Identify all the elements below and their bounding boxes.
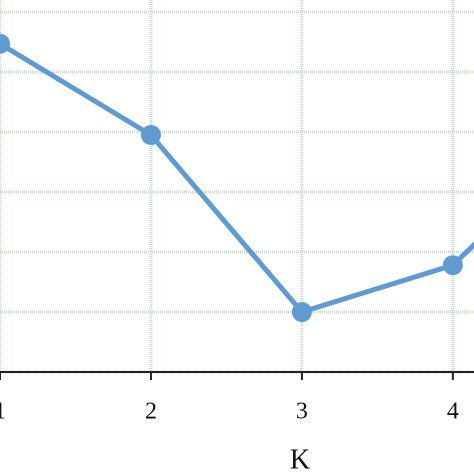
line [0, 41, 474, 315]
x-tick-label: 4 [447, 399, 459, 425]
point [140, 125, 161, 145]
x-tick-label: 2 [145, 399, 157, 425]
point [442, 255, 463, 276]
x-axis-label: K [290, 444, 310, 474]
point [0, 33, 10, 54]
point [291, 302, 312, 322]
x-tick-label: 3 [296, 399, 308, 425]
x-tick-label: 1 [0, 399, 6, 425]
